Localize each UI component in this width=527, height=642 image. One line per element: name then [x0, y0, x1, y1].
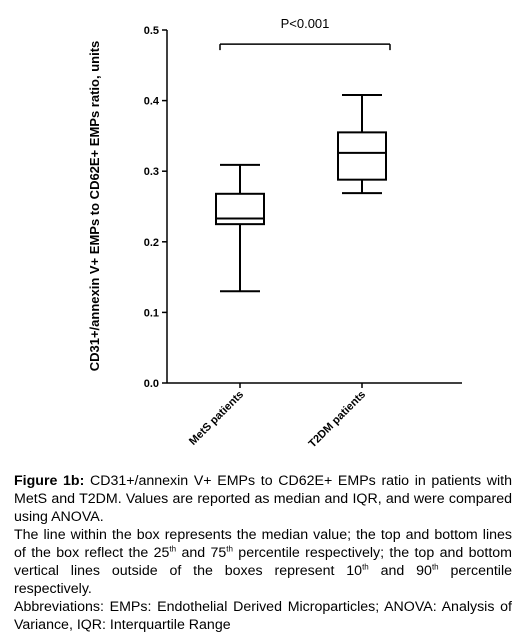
y-tick-label: 0.2 [144, 237, 159, 249]
caption-detail-text: and 90 [369, 563, 432, 579]
x-axis-category-labels: MetS patients T2DM patients [187, 383, 368, 450]
caption-detail: The line within the box represents the m… [14, 526, 512, 598]
box-2 [338, 95, 386, 193]
box-series [216, 95, 386, 291]
p-value-label: P<0.001 [281, 16, 330, 31]
caption-main: Figure 1b: CD31+/annexin V+ EMPs to CD62… [14, 472, 512, 526]
iqr-box [338, 132, 386, 179]
box-plot-chart: CD31+/annexin V+ EMPs to CD62E+ EMPs rat… [0, 0, 527, 470]
y-tick-label: 0.1 [144, 307, 159, 319]
caption-title: Figure 1b: [14, 473, 84, 489]
y-tick-label: 0.4 [144, 96, 160, 108]
y-tick-label: 0.5 [144, 25, 159, 37]
caption-sup: th [432, 562, 439, 571]
iqr-box [216, 194, 264, 224]
y-axis-label: CD31+/annexin V+ EMPs to CD62E+ EMPs rat… [87, 41, 102, 372]
caption-sup: th [226, 544, 233, 553]
x-category-label: T2DM patients [306, 389, 368, 451]
caption-sup: th [362, 562, 369, 571]
box-1 [216, 165, 264, 291]
caption-text: CD31+/annexin V+ EMPs to CD62E+ EMPs rat… [14, 473, 512, 525]
y-axis-ticks: 0.0 0.1 0.2 0.3 0.4 0.5 [144, 25, 167, 390]
figure-caption: Figure 1b: CD31+/annexin V+ EMPs to CD62… [14, 472, 512, 634]
x-category-label: MetS patients [187, 389, 246, 448]
y-tick-label: 0.0 [144, 378, 159, 390]
significance-annotation: P<0.001 [220, 16, 390, 50]
caption-detail-text: and 75 [176, 545, 226, 561]
y-tick-label: 0.3 [144, 166, 159, 178]
caption-abbreviations: Abbreviations: EMPs: Endothelial Derived… [14, 598, 512, 634]
